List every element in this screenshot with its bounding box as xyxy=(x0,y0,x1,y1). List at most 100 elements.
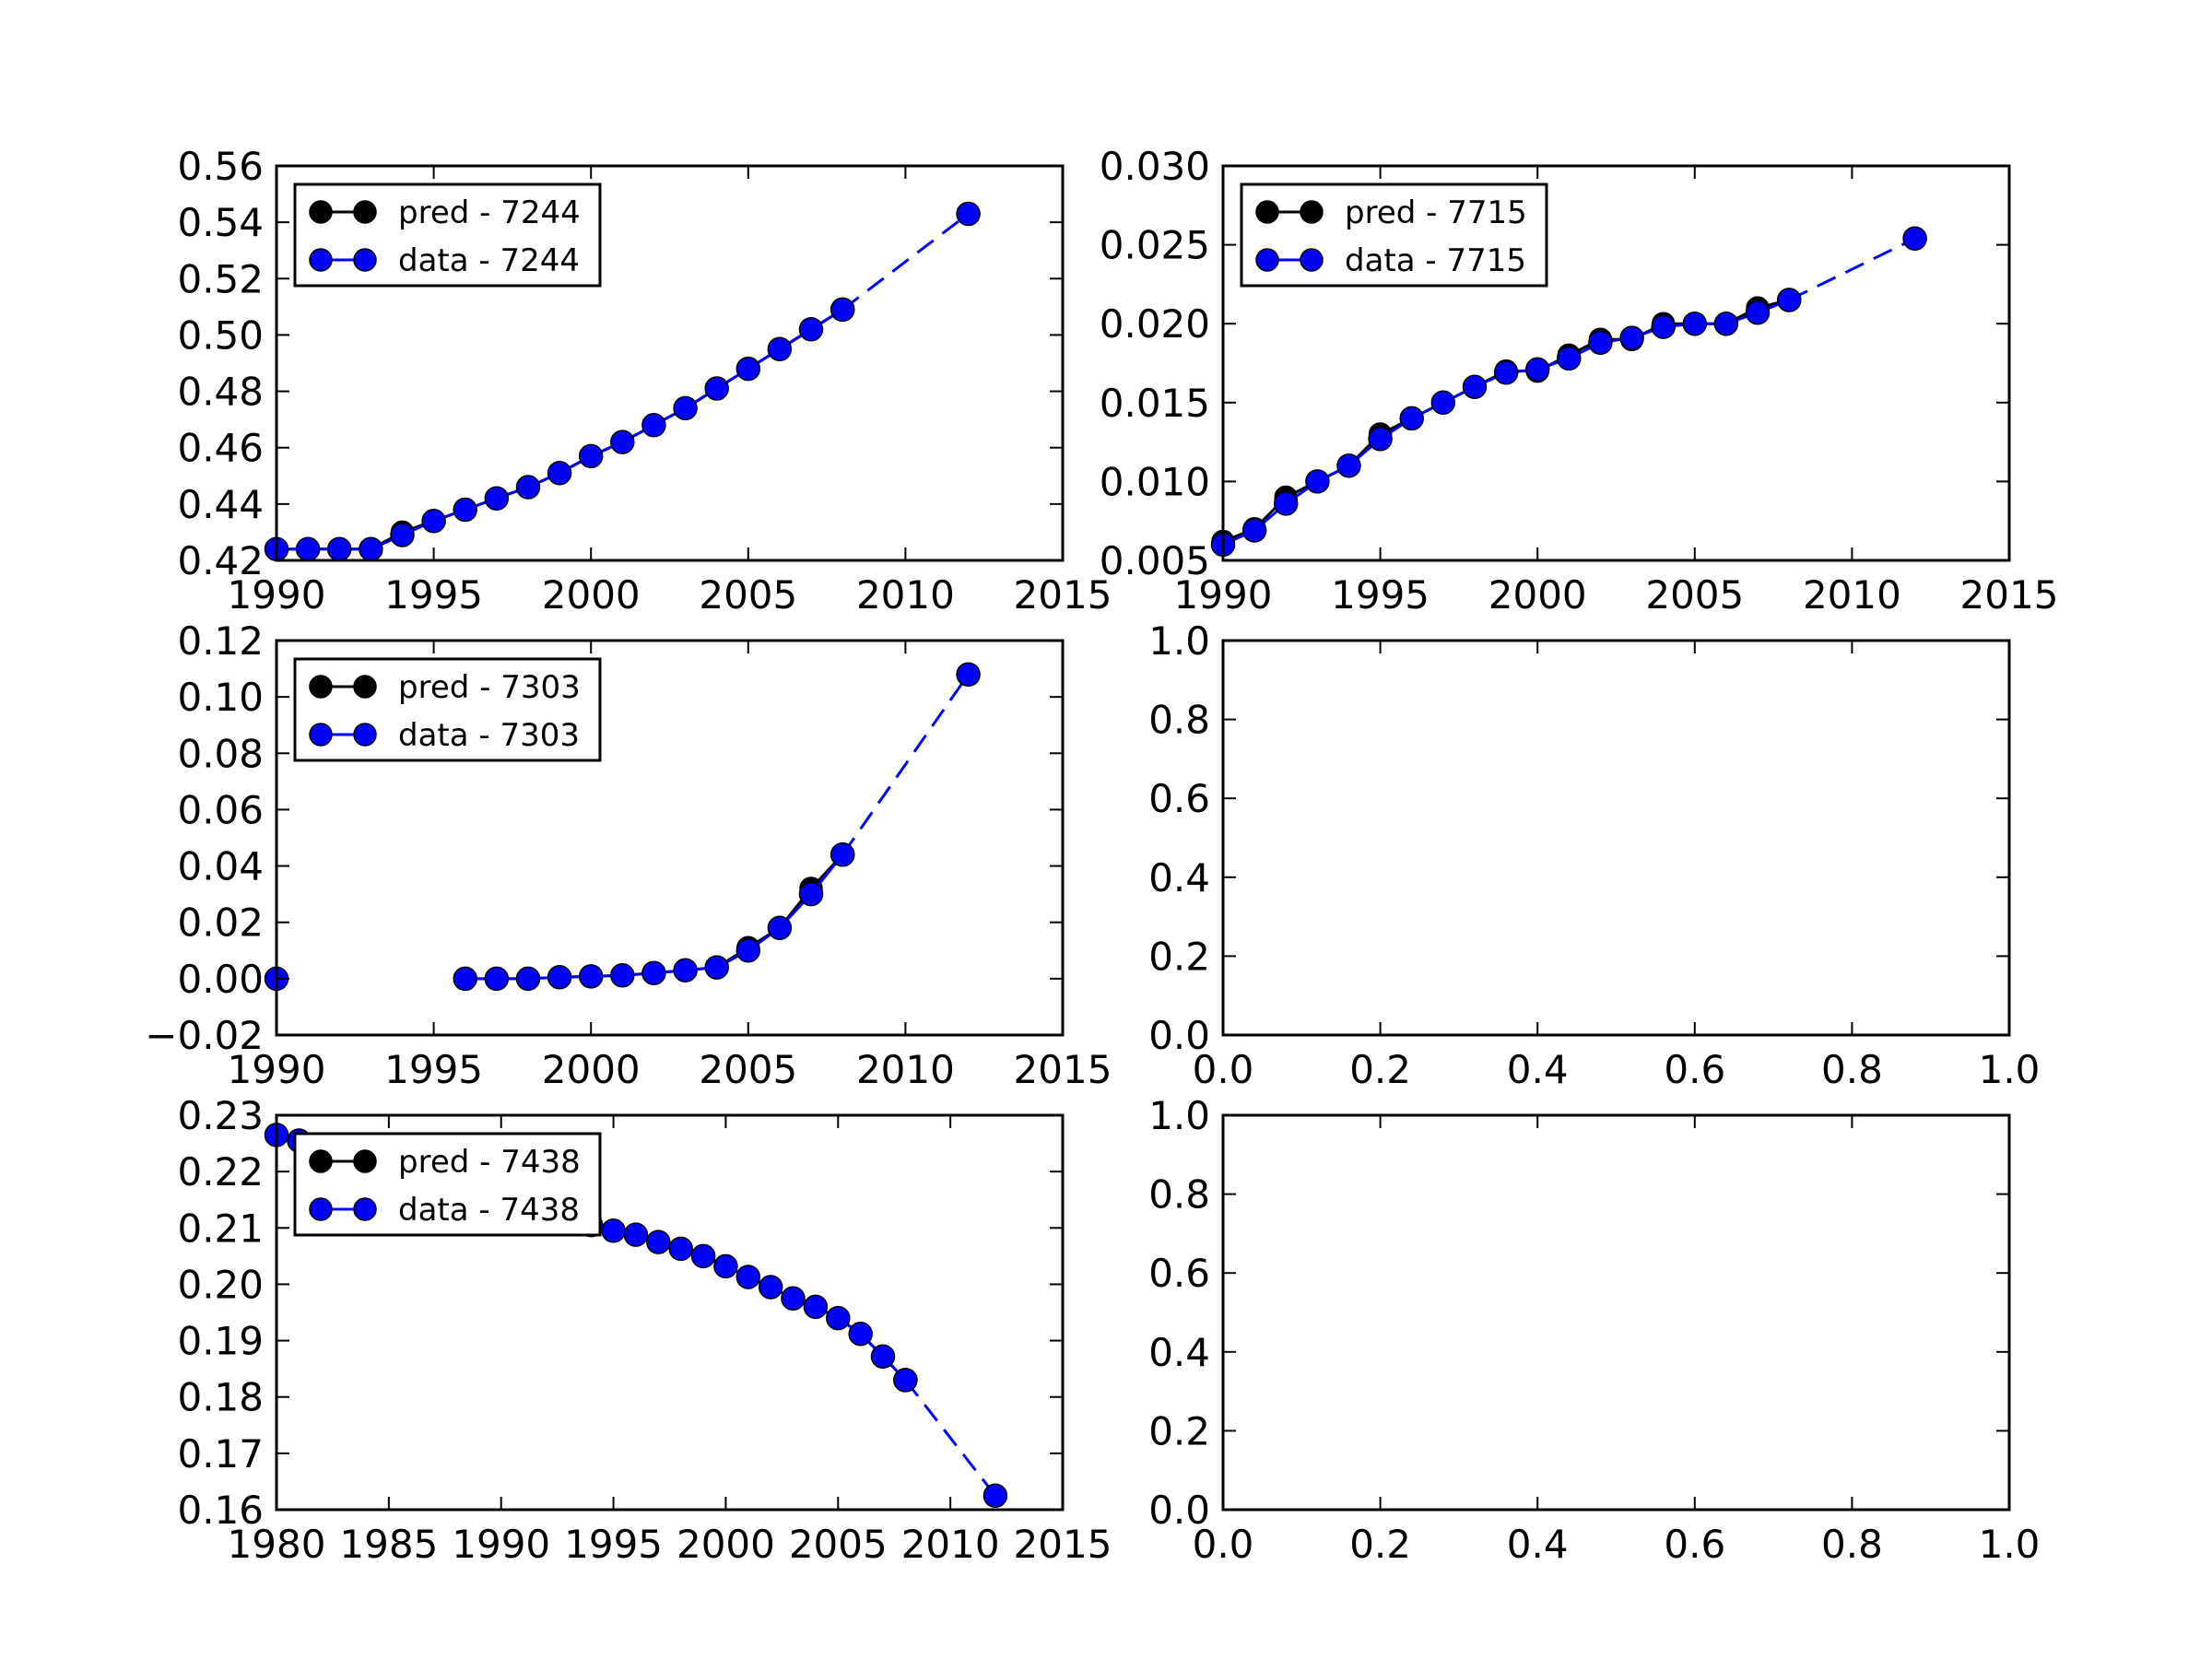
legend: pred - 7244 data - 7244 xyxy=(293,182,602,288)
axes-frame xyxy=(275,164,1065,562)
y-tick-label: 0.20 xyxy=(177,1262,264,1307)
data-point xyxy=(767,336,793,361)
data-point xyxy=(1682,311,1708,336)
y-tick-label: 0.020 xyxy=(1100,301,1210,347)
y-tick-label: 0.010 xyxy=(1100,459,1210,504)
y-tick-label: 0.6 xyxy=(1148,1251,1210,1296)
x-tick-label: 0.4 xyxy=(1507,1047,1569,1092)
data-point xyxy=(735,356,761,382)
series-line-extrapolation xyxy=(841,673,970,856)
legend: pred - 7303 data - 7303 xyxy=(293,657,602,762)
axes-frame xyxy=(1221,1113,2011,1512)
y-tick-label: 0.42 xyxy=(177,538,264,583)
legend-marker xyxy=(309,248,333,272)
data-point xyxy=(515,475,541,500)
data-point xyxy=(735,1265,761,1289)
legend-marker xyxy=(353,248,377,272)
x-tick-label: 1.0 xyxy=(1979,1522,2041,1567)
data-point xyxy=(1776,288,1802,312)
x-tick-label: 2000 xyxy=(1488,572,1587,618)
data-point xyxy=(484,486,510,511)
x-tick-label: 2005 xyxy=(699,572,797,618)
legend-marker xyxy=(1255,248,1279,272)
data-point xyxy=(781,1286,806,1311)
x-tick-label: 2000 xyxy=(542,1047,641,1092)
series-line-extrapolation xyxy=(1788,237,1916,301)
y-tick-label: 0.00 xyxy=(177,957,264,1002)
data-point xyxy=(641,413,666,438)
data-point xyxy=(893,1368,918,1393)
data-point xyxy=(673,395,698,421)
legend-marker xyxy=(353,675,377,699)
y-tick-label: 0.0 xyxy=(1148,1488,1210,1533)
data-point xyxy=(515,966,541,992)
y-tick-label: 0.23 xyxy=(177,1093,264,1138)
y-tick-label: 0.08 xyxy=(177,731,264,776)
data-point xyxy=(1368,426,1393,452)
subplot-4: 0.0 0.2 0.4 0.6 0.8 1.0 0.0 0.2 0.4 0.6 0.8 1.0 xyxy=(1148,618,2040,1092)
y-tick-label: 0.030 xyxy=(1100,144,1210,189)
legend-box xyxy=(293,657,602,762)
y-tick-label: 0.18 xyxy=(177,1375,264,1420)
data-point xyxy=(578,964,604,989)
data-point xyxy=(1241,518,1267,543)
subplot-2: 1990 1995 2000 2005 2010 2015 0.005 0.010 0.015 0… xyxy=(1100,144,2059,618)
data-point xyxy=(767,915,793,941)
y-tick-label: 0.12 xyxy=(177,618,264,664)
y-tick-label: 0.52 xyxy=(177,256,264,301)
y-tick-label: 1.0 xyxy=(1148,1093,1210,1138)
data-point xyxy=(1305,469,1330,494)
axes-frame xyxy=(1221,639,2011,1037)
data-point xyxy=(1557,346,1582,371)
data-point xyxy=(326,536,352,562)
legend-label: data - 7303 xyxy=(398,717,580,754)
data-point xyxy=(295,536,321,562)
y-tick-label: 0.56 xyxy=(177,144,264,189)
x-tick-label: 2000 xyxy=(542,572,641,618)
legend-label: pred - 7715 xyxy=(1345,194,1527,231)
legend: pred - 7715 data - 7715 xyxy=(1240,182,1548,288)
y-tick-label: 0.06 xyxy=(177,787,264,832)
data-point xyxy=(956,201,981,227)
series-group xyxy=(264,662,981,992)
x-tick-label: 1990 xyxy=(228,1047,326,1092)
y-tick-label: 0.16 xyxy=(177,1488,264,1533)
legend-label: data - 7244 xyxy=(398,242,580,279)
data-point xyxy=(1745,300,1771,325)
data-point xyxy=(610,962,635,988)
y-tick-label: 0.46 xyxy=(177,426,264,471)
data-point xyxy=(547,965,572,990)
subplot-6: 0.0 0.2 0.4 0.6 0.8 1.0 0.0 0.2 0.4 0.6 0.8 1.0 xyxy=(1148,1093,2040,1567)
data-point xyxy=(453,497,477,523)
data-point xyxy=(1462,374,1488,399)
x-tick-label: 1985 xyxy=(339,1522,438,1567)
data-point xyxy=(1273,491,1299,516)
x-tick-label: 1.0 xyxy=(1979,1047,2041,1092)
legend: pred - 7438 data - 7438 xyxy=(293,1132,602,1237)
data-point xyxy=(830,297,855,323)
data-point xyxy=(982,1483,1008,1508)
data-point xyxy=(1651,314,1676,339)
data-point xyxy=(826,1305,851,1331)
plot-area xyxy=(1223,641,2009,1035)
legend-marker xyxy=(1255,200,1279,224)
x-tick-label: 2000 xyxy=(677,1522,775,1567)
data-point xyxy=(610,429,635,454)
plot-area xyxy=(1223,1115,2009,1510)
x-tick-label: 0.8 xyxy=(1821,1522,1883,1567)
x-tick-label: 0.2 xyxy=(1349,1522,1411,1567)
x-tick-label: 0.2 xyxy=(1349,1047,1411,1092)
legend-marker xyxy=(353,1149,377,1173)
legend-marker xyxy=(309,1197,333,1221)
data-point xyxy=(601,1218,626,1243)
y-tick-label: 0.8 xyxy=(1148,698,1210,743)
y-tick-label: 0.4 xyxy=(1148,855,1210,900)
x-tick-label: 0.4 xyxy=(1507,1522,1569,1567)
data-point xyxy=(641,960,666,985)
data-point xyxy=(1524,357,1550,382)
data-point xyxy=(758,1275,783,1300)
subplot-5: 1980 1985 1990 1995 2000 2005 2010 2015 0.16 0.17… xyxy=(177,1093,1112,1567)
data-point xyxy=(359,536,383,562)
axes-frame xyxy=(275,1113,1065,1512)
y-tick-label: 0.4 xyxy=(1148,1330,1210,1375)
